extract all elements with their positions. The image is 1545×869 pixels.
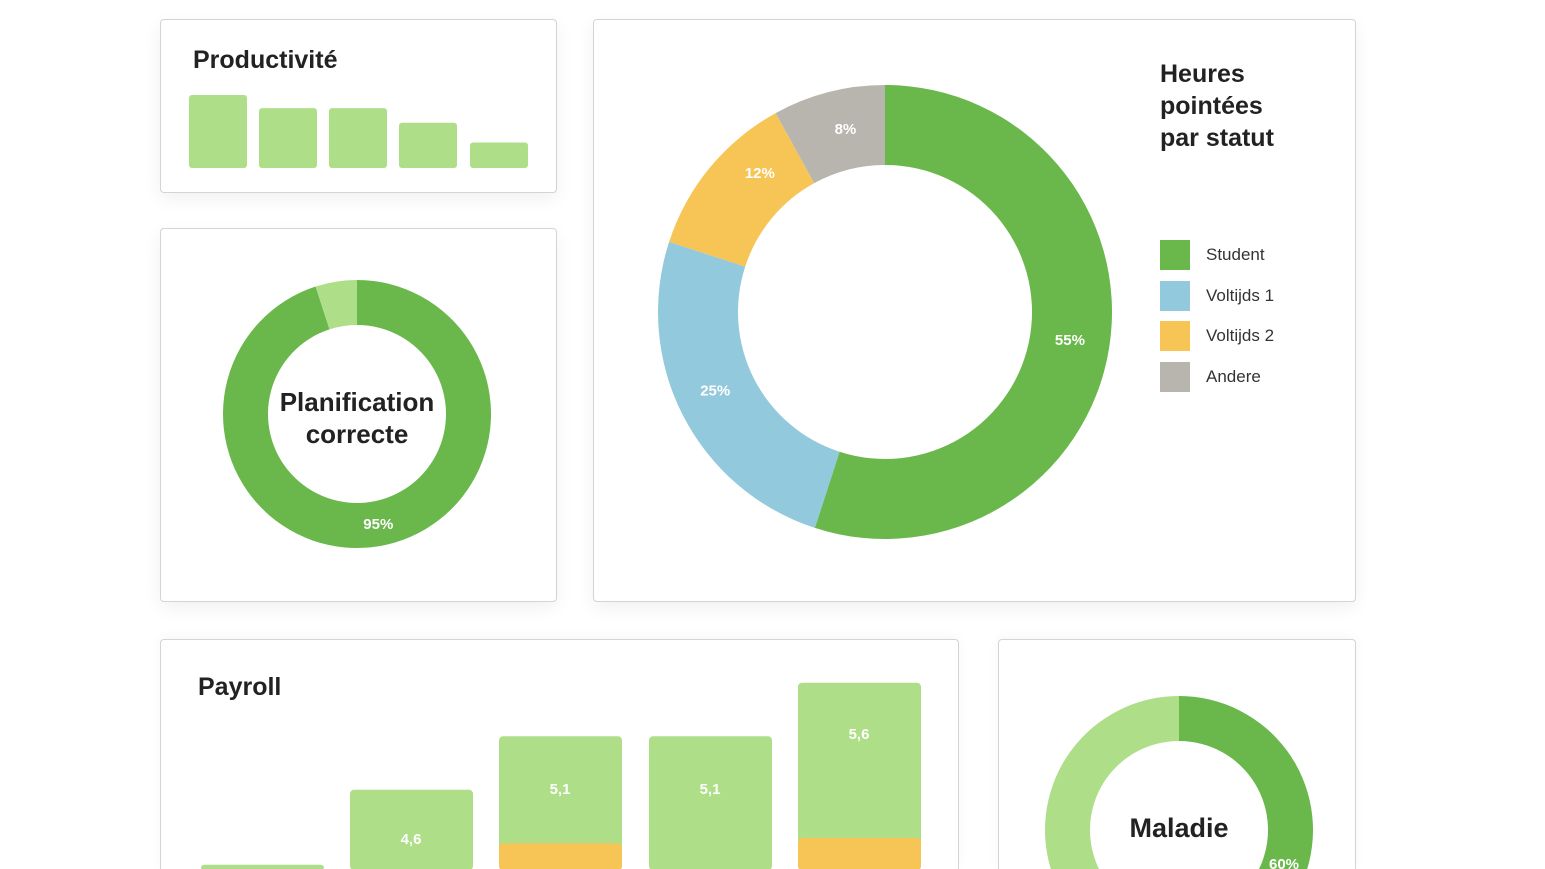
heures-title-line3: par statut <box>1160 124 1274 152</box>
legend-item-andere: Andere <box>1160 362 1261 392</box>
legend-item-voltijds1: Voltijds 1 <box>1160 281 1274 311</box>
slice-label: 25% <box>700 382 730 399</box>
planification-donut: 95% <box>222 280 491 548</box>
donut-slice <box>814 85 1112 539</box>
legend-swatch <box>1160 281 1190 311</box>
heures-title-line1: Heures <box>1160 60 1245 88</box>
donut-slice <box>315 280 357 330</box>
slice-label: 12% <box>745 165 775 182</box>
slice-label: 8% <box>835 121 857 138</box>
heures-donut: 55% 25% 12% 8% <box>658 85 1112 539</box>
donut-slice <box>775 85 885 184</box>
donut-slice <box>222 280 491 548</box>
maladie-card: 60% Maladie <box>998 639 1356 869</box>
legend-label: Voltijds 2 <box>1206 326 1275 345</box>
planification-title-line1: Planification <box>279 387 435 417</box>
payroll-bar <box>350 789 473 869</box>
payroll-bar-secondary <box>798 837 921 869</box>
donut-slice <box>658 241 840 528</box>
donut-slice <box>1179 696 1313 869</box>
legend-item-voltijds2: Voltijds 2 <box>1160 321 1274 351</box>
productivity-title: Productivité <box>193 46 338 74</box>
productivity-bar <box>259 108 317 168</box>
maladie-title: Maladie <box>1129 813 1229 843</box>
legend-label: Andere <box>1206 367 1261 386</box>
legend-label: Student <box>1206 245 1265 264</box>
payroll-card: Payroll 4,6 5,1 5,1 5,6 <box>160 639 959 869</box>
productivity-bar <box>470 142 528 168</box>
payroll-bar-label: 5,6 <box>849 726 870 743</box>
payroll-bar <box>649 736 772 869</box>
legend-swatch <box>1160 321 1190 351</box>
planification-title-line2: correcte <box>305 419 409 449</box>
donut-slice <box>669 113 815 267</box>
payroll-bar-label: 5,1 <box>700 781 721 798</box>
planification-title: Planification correcte <box>257 386 457 450</box>
donut-slice <box>1045 696 1179 869</box>
payroll-chart: 4,6 5,1 5,1 5,6 <box>201 682 921 869</box>
slice-label: 60% <box>1269 856 1299 869</box>
payroll-bar <box>499 736 622 869</box>
legend-swatch <box>1160 240 1190 270</box>
planification-card: 95% Planification correcte <box>160 228 557 602</box>
slice-label: 95% <box>363 516 393 533</box>
productivity-bar <box>329 108 387 168</box>
productivity-bar <box>189 95 247 168</box>
payroll-bar-secondary <box>499 843 622 869</box>
legend-label: Voltijds 1 <box>1206 286 1275 305</box>
productivity-card: Productivité <box>160 19 557 193</box>
heures-title: Heures pointées par statut <box>1160 58 1274 154</box>
payroll-bar-label: 5,1 <box>550 781 571 798</box>
heures-card: 55% 25% 12% 8% Heures pointées par statut S… <box>593 19 1356 602</box>
legend-swatch <box>1160 362 1190 392</box>
productivity-chart <box>189 95 528 168</box>
payroll-title: Payroll <box>198 673 282 701</box>
slice-label: 55% <box>1055 332 1085 349</box>
payroll-bar <box>201 864 324 869</box>
payroll-bar <box>798 682 921 869</box>
productivity-bar <box>399 122 457 168</box>
payroll-bar-label: 4,6 <box>401 831 422 848</box>
legend-item-student: Student <box>1160 240 1265 270</box>
heures-title-line2: pointées <box>1160 92 1263 120</box>
maladie-donut: 60% <box>1045 696 1313 869</box>
